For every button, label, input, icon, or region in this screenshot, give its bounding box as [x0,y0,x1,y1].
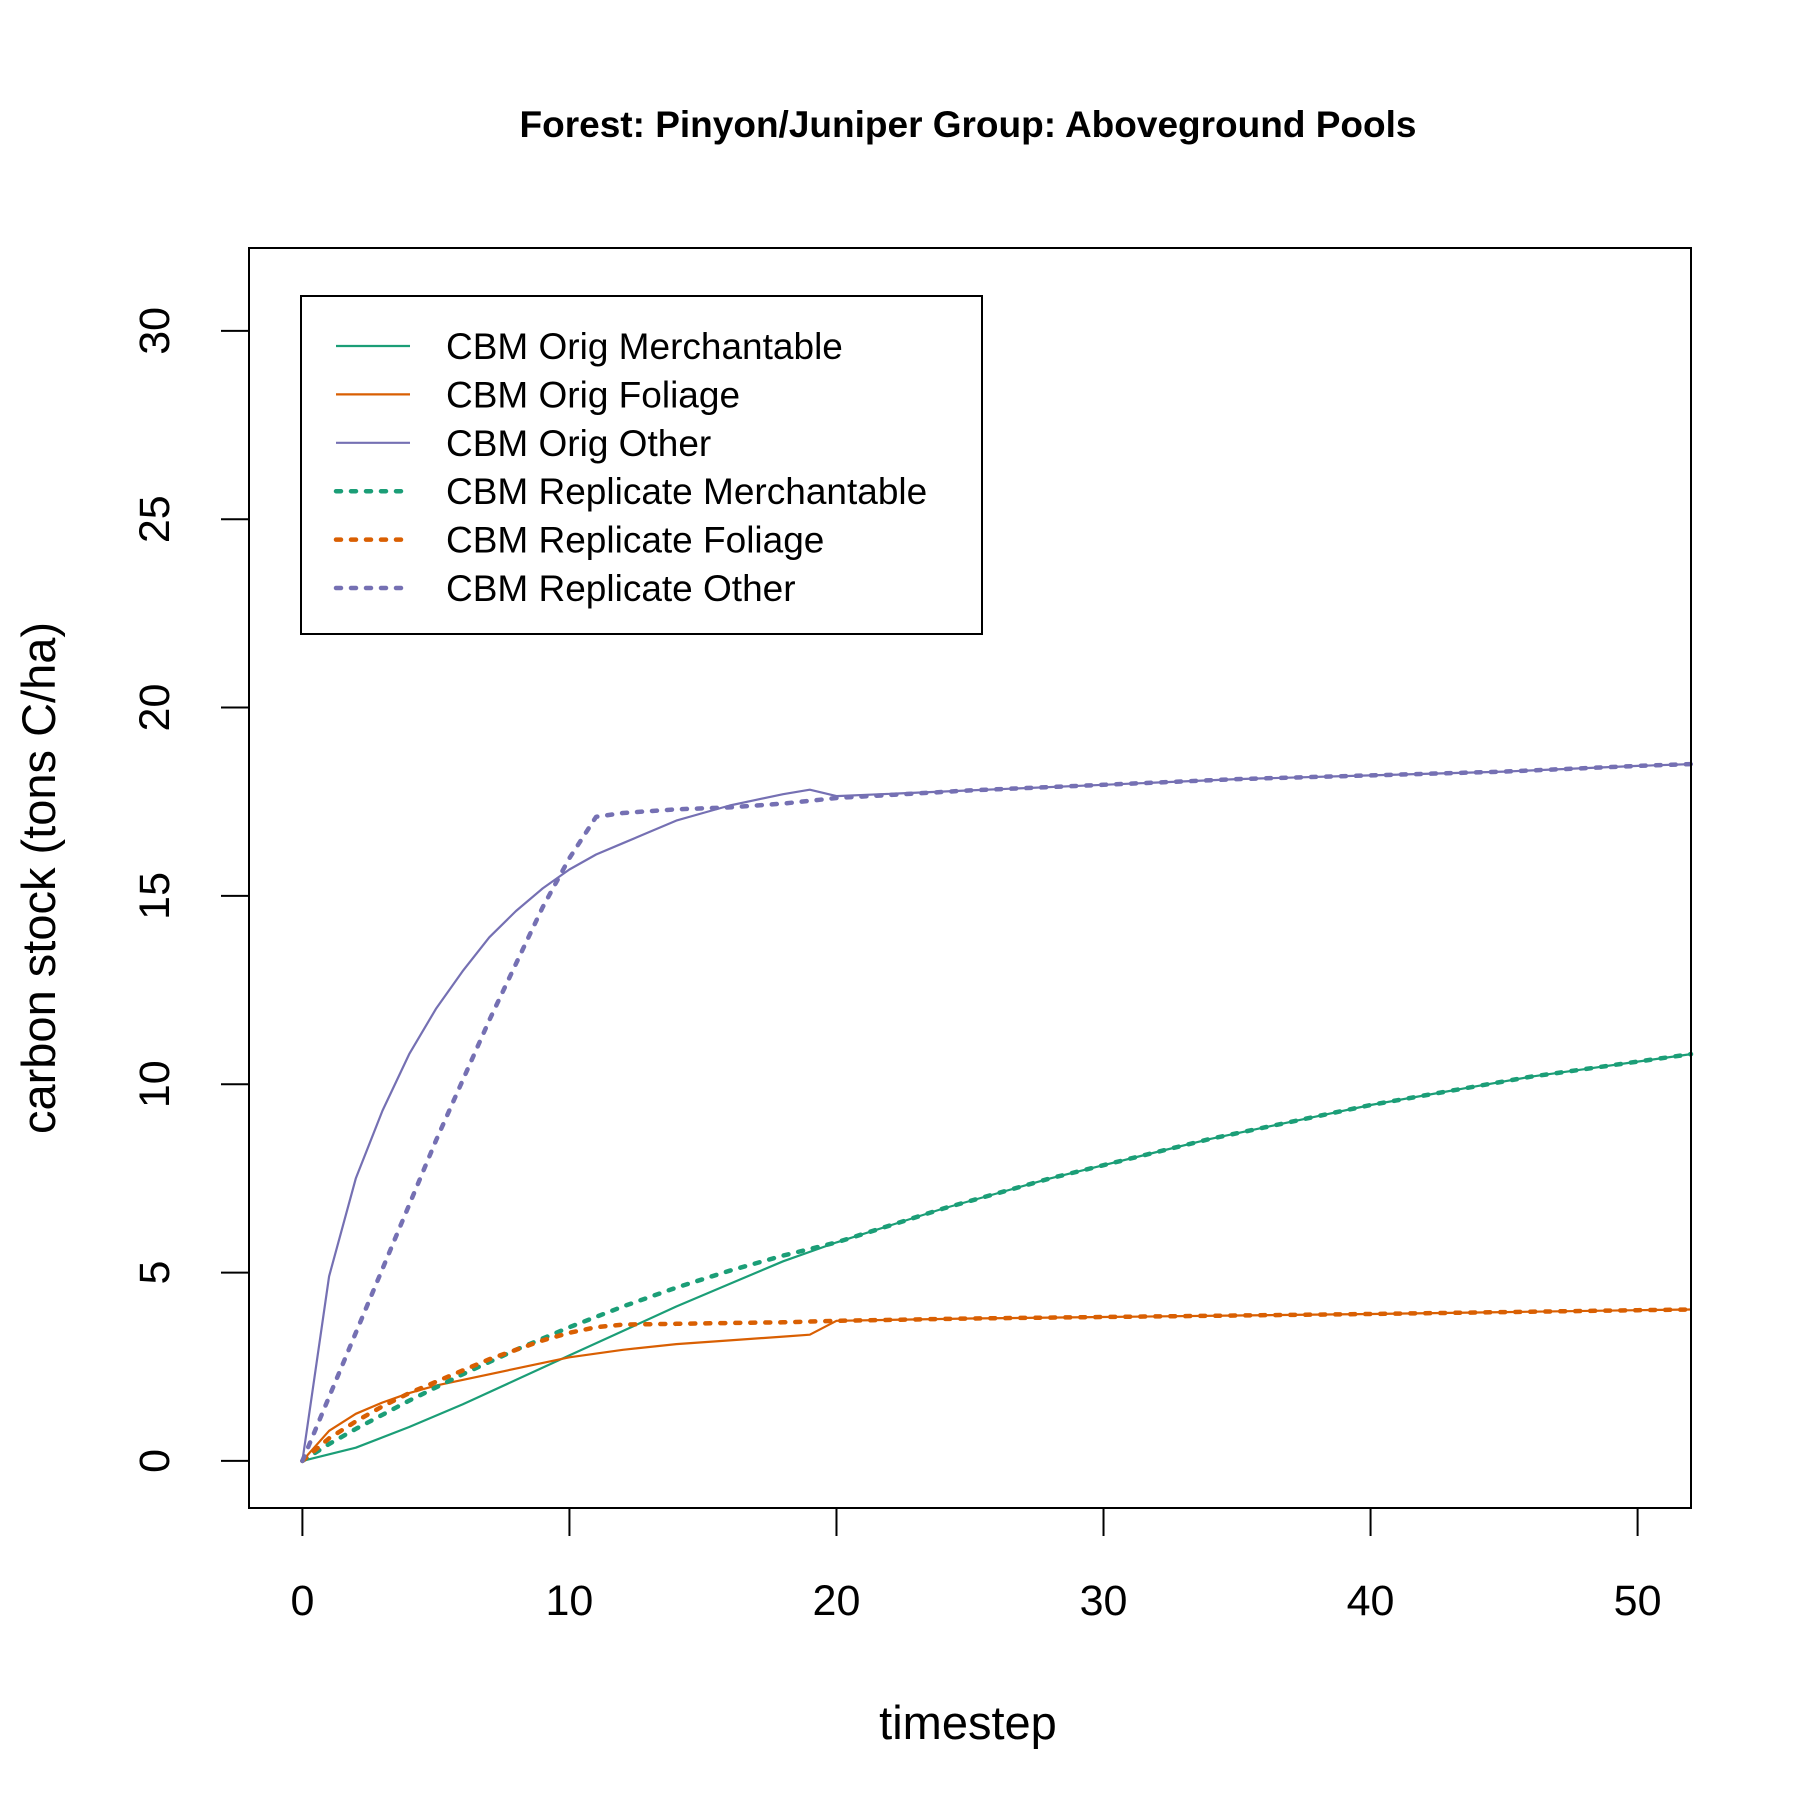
x-tick-label: 20 [813,1577,861,1625]
series-line-cbm-orig-other [301,763,1692,1462]
y-tick-label: 15 [131,872,179,920]
y-tick-label: 5 [131,1261,179,1285]
x-tick-label: 30 [1080,1577,1128,1625]
x-tick-label: 0 [290,1577,314,1625]
y-axis: 0 5 10 15 20 25 30 [131,307,250,1473]
x-tick-label: 40 [1347,1577,1395,1625]
x-tick-label: 10 [546,1577,594,1625]
y-tick-label: 0 [131,1449,179,1473]
y-tick-label: 20 [131,684,179,732]
legend-label-cbm-replicate-other: CBM Replicate Other [446,568,796,609]
legend-label-cbm-replicate-merchantable: CBM Replicate Merchantable [446,471,927,512]
series-layer [300,761,1694,1464]
legend-label-cbm-orig-foliage: CBM Orig Foliage [446,374,740,415]
x-tick-label: 50 [1614,1577,1662,1625]
y-axis-title: carbon stock (tons C/ha) [12,622,65,1134]
y-tick-label: 30 [131,307,179,355]
legend-box [300,295,983,635]
y-tick-label: 25 [131,495,179,543]
x-axis: 0 10 20 30 40 50 [290,1507,1662,1625]
legend-label-cbm-replicate-foliage: CBM Replicate Foliage [446,520,824,561]
chart-title: Forest: Pinyon/Juniper Group: Abovegroun… [520,104,1417,145]
x-axis-title: timestep [879,1696,1057,1749]
legend-label-cbm-orig-other: CBM Orig Other [446,423,711,464]
legend-label-cbm-orig-merchantable: CBM Orig Merchantable [446,326,843,367]
series-line-cbm-replicate-foliage [300,1307,1694,1464]
y-tick-label: 10 [131,1060,179,1108]
series-line-cbm-replicate-other [300,761,1694,1464]
series-line-cbm-replicate-merchantable [300,1051,1694,1464]
legend: CBM Orig Merchantable CBM Orig Foliage CBM… [300,295,983,635]
